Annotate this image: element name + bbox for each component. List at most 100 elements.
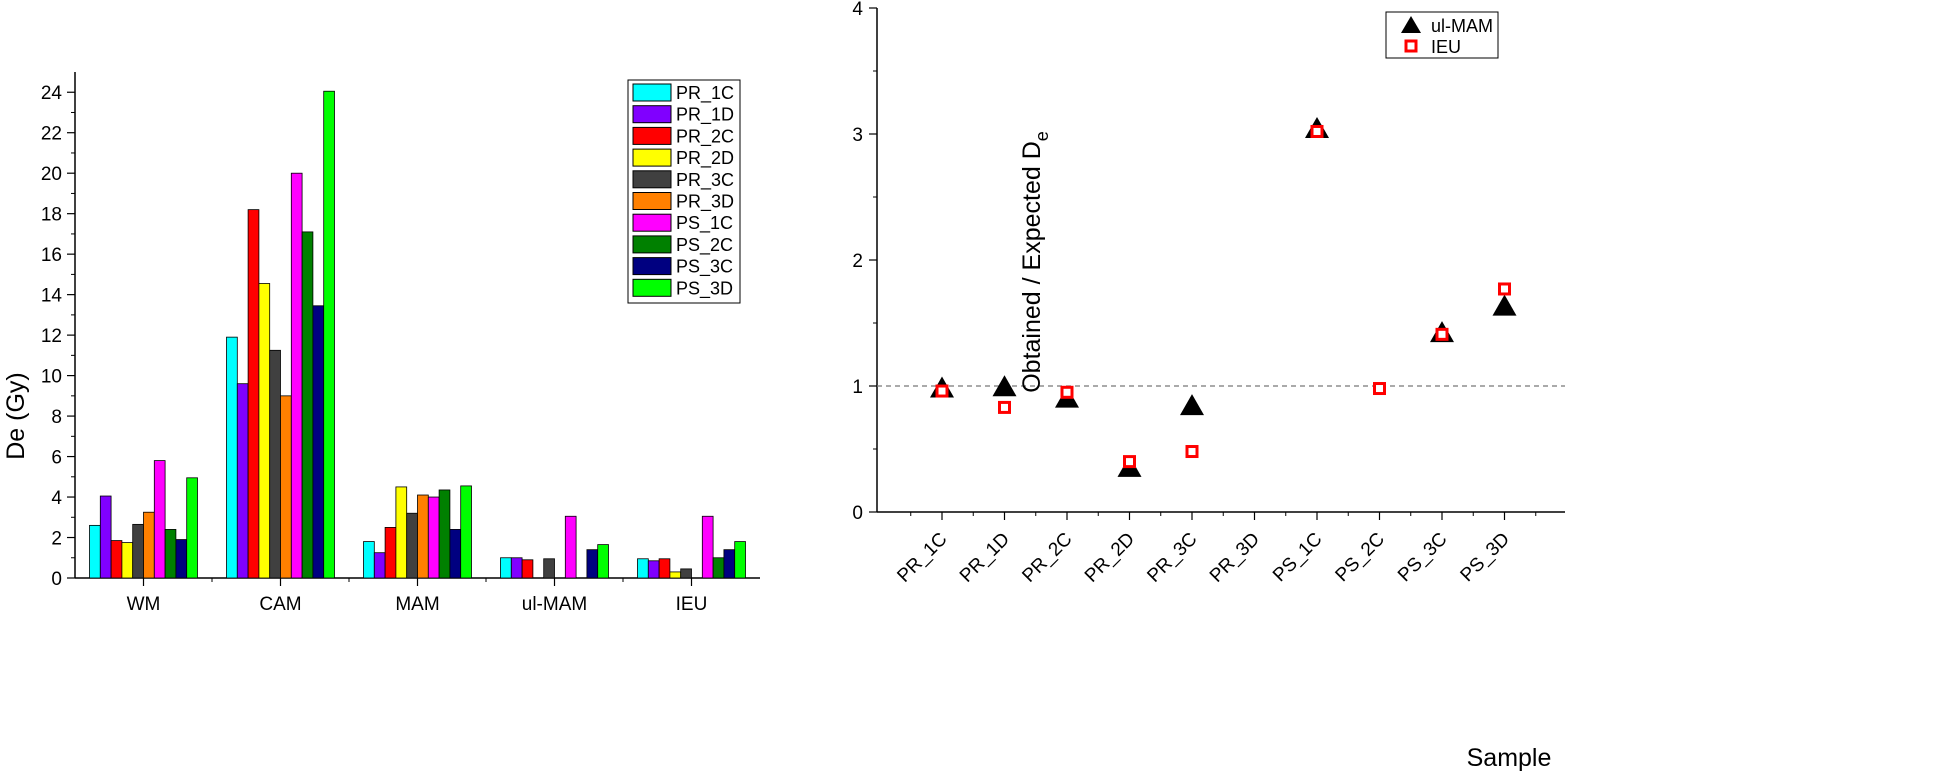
left-y-tick-label: 16 bbox=[41, 245, 62, 266]
bar-PR_1C-WM bbox=[89, 524, 101, 579]
legend-label-IEU: IEU bbox=[1431, 37, 1461, 57]
right-x-tick-label: PR_2D bbox=[1081, 529, 1139, 587]
left-y-tick-label: 4 bbox=[51, 488, 62, 509]
left-x-tick-label: MAM bbox=[395, 594, 439, 615]
legend-label-PS_2C: PS_2C bbox=[676, 235, 733, 256]
left-x-tick-label: WM bbox=[127, 594, 161, 615]
legend-label-PS_3C: PS_3C bbox=[676, 257, 733, 278]
bar-PS_3C-IEU bbox=[723, 549, 736, 579]
bar-PS_3D-MAM bbox=[460, 485, 472, 579]
bar-PR_2D-IEU bbox=[669, 571, 682, 579]
right-x-tick-label: PR_3C bbox=[1143, 529, 1201, 587]
marker-IEU-PR_2C bbox=[1060, 385, 1074, 399]
legend-swatch-PS_2C bbox=[632, 235, 672, 254]
left-y-tick-label: 24 bbox=[41, 83, 63, 104]
left-y-tick-label: 8 bbox=[51, 407, 62, 428]
right-y-tick-label: 3 bbox=[852, 125, 863, 146]
bar-PR_2C-MAM bbox=[384, 527, 397, 579]
left-x-tick-label: CAM bbox=[259, 594, 301, 615]
bar-PS_3D-CAM bbox=[323, 90, 335, 579]
marker-IEU-PS_3D bbox=[1498, 282, 1511, 296]
legend-swatch-PS_1C bbox=[632, 213, 672, 232]
bar-PR_3C-WM bbox=[132, 523, 144, 579]
legend-label-PR_1D: PR_1D bbox=[676, 105, 734, 126]
legend-label-ul-MAM: ul-MAM bbox=[1431, 16, 1493, 36]
left-y-axis-label: De (Gy) bbox=[2, 372, 30, 460]
bar-PR_2C-WM bbox=[110, 540, 123, 579]
bar-PR_3D-CAM bbox=[280, 395, 292, 579]
legend-swatch-PR_1D bbox=[632, 105, 672, 124]
legend-swatch-PR_2C bbox=[632, 126, 672, 145]
right-x-tick-label: PS_3C bbox=[1394, 529, 1451, 586]
legend-label-PR_2C: PR_2C bbox=[676, 126, 734, 147]
left-y-tick-label: 0 bbox=[51, 569, 62, 590]
right-x-axis-label: Sample bbox=[1467, 744, 1552, 772]
ratio-scatter-chart: 0 1 2 3 4 PR_1C PR_1D PR_2C PR_2D PR_3C PR_3D PS_1C… bbox=[852, 0, 1565, 772]
bar-PS_2C-CAM bbox=[301, 231, 314, 579]
right-x-tick-label: PS_1C bbox=[1269, 529, 1326, 586]
left-y-tick-label: 14 bbox=[41, 286, 63, 307]
bar-PR_1D-ul-MAM bbox=[510, 557, 523, 579]
bar-PR_1C-MAM bbox=[363, 541, 375, 579]
right-x-tick-label: PS_2C bbox=[1332, 529, 1389, 586]
bar-PR_1D-MAM bbox=[373, 552, 386, 579]
bar-PS_3C-CAM bbox=[312, 305, 325, 579]
marker-IEU-PR_1D bbox=[998, 400, 1011, 414]
bar-PR_2D-WM bbox=[121, 542, 134, 579]
legend-swatch-PR_3C bbox=[632, 170, 672, 189]
left-y-tick-label: 6 bbox=[51, 448, 62, 469]
legend-swatch-PS_3D bbox=[632, 278, 672, 297]
bar-PS_1C-CAM bbox=[290, 172, 303, 579]
bar-PS_2C-WM bbox=[164, 529, 177, 579]
marker-ul-MAM-PR_1D bbox=[992, 375, 1017, 397]
legend-label-PR_2D: PR_2D bbox=[676, 148, 734, 169]
bar-PS_3C-ul-MAM bbox=[586, 549, 599, 579]
bar-PR_2C-IEU bbox=[658, 558, 671, 579]
bar-PR_3C-MAM bbox=[406, 512, 418, 579]
right-y-tick-label: 2 bbox=[852, 251, 863, 272]
right-x-tick-label: PR_1D bbox=[956, 529, 1014, 587]
right-y-tick-label: 1 bbox=[852, 377, 863, 398]
marker-ul-MAM-PR_3C bbox=[1180, 394, 1204, 416]
bar-PS_1C-WM bbox=[153, 460, 166, 579]
bar-PR_1D-IEU bbox=[647, 560, 660, 579]
legend-label-PR_3D: PR_3D bbox=[676, 192, 734, 213]
bar-PR_3C-CAM bbox=[269, 349, 281, 579]
bar-PR_1C-CAM bbox=[226, 336, 238, 579]
right-x-tick-label: PS_3D bbox=[1457, 529, 1514, 586]
bar-PR_3C-ul-MAM bbox=[543, 558, 555, 579]
legend-swatch-PR_2D bbox=[632, 148, 672, 167]
right-x-tick-label: PR_1C bbox=[893, 529, 951, 587]
bar-PR_1C-ul-MAM bbox=[500, 557, 512, 579]
legend-label-PR_1C: PR_1C bbox=[676, 83, 734, 104]
left-x-tick-label: IEU bbox=[676, 594, 708, 615]
right-x-tick-label: PR_2C bbox=[1018, 529, 1076, 587]
right-points bbox=[930, 116, 1517, 477]
left-y-tick-label: 10 bbox=[41, 367, 62, 388]
bar-PS_3D-IEU bbox=[734, 541, 746, 579]
marker-IEU-PR_1C bbox=[935, 384, 949, 398]
bar-PS_2C-IEU bbox=[712, 557, 725, 579]
legend-swatch-PR_1C bbox=[632, 83, 672, 102]
bar-PS_3D-WM bbox=[186, 477, 198, 579]
marker-IEU-PS_3C bbox=[1435, 327, 1449, 341]
right-y-tick-label: 4 bbox=[852, 0, 863, 20]
bar-PR_3D-MAM bbox=[417, 494, 429, 579]
left-bars bbox=[89, 90, 746, 579]
right-y-axis-label: Obtained / Expected De bbox=[1018, 131, 1052, 393]
marker-IEU-PR_2D bbox=[1123, 455, 1136, 469]
right-x-tick-label: PR_3D bbox=[1206, 529, 1264, 587]
legend-swatch-PR_3D bbox=[632, 192, 672, 210]
bar-PR_1D-CAM bbox=[236, 383, 249, 579]
legend-swatch-PS_3C bbox=[632, 257, 672, 276]
marker-IEU-PS_2C bbox=[1373, 382, 1386, 396]
right-y-axis-label-main: Obtained / Expected D bbox=[1018, 141, 1046, 393]
bar-PR_3C-IEU bbox=[680, 568, 692, 579]
marker-ul-MAM-PS_3D bbox=[1492, 294, 1517, 316]
bar-PR_1D-WM bbox=[99, 495, 112, 579]
bar-PS_1C-ul-MAM bbox=[564, 515, 577, 579]
